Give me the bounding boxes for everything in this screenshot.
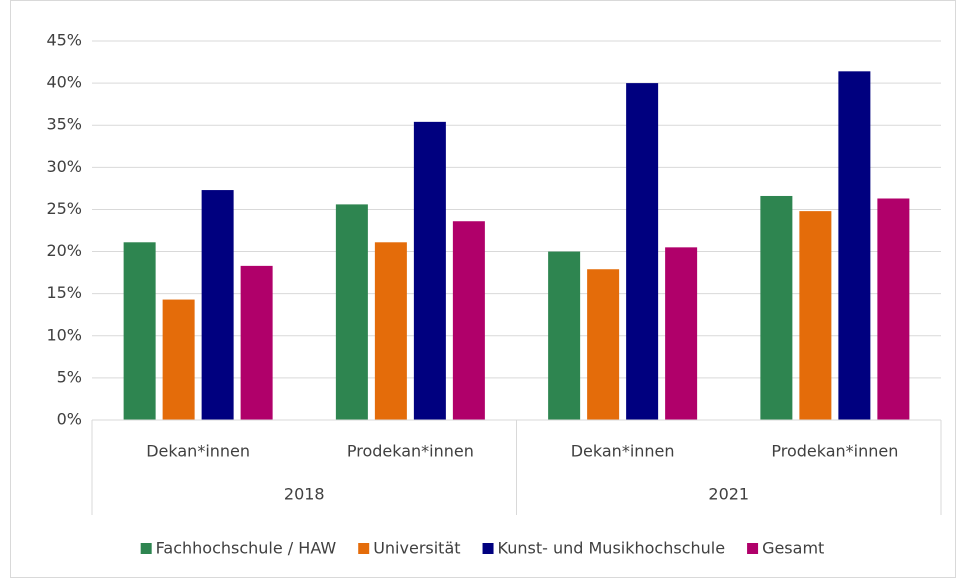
legend-label: Universität	[373, 539, 460, 558]
y-tick-label: 25%	[46, 199, 82, 218]
legend-label: Gesamt	[762, 539, 824, 558]
y-tick-label: 30%	[46, 157, 82, 176]
group-label: 2018	[284, 485, 325, 504]
y-tick-label: 35%	[46, 115, 82, 134]
y-tick-label: 20%	[46, 241, 82, 260]
y-tick-label: 0%	[57, 410, 82, 429]
bar	[201, 190, 234, 420]
y-tick-label: 10%	[46, 325, 82, 344]
bar	[548, 251, 581, 420]
legend-label: Fachhochschule / HAW	[156, 539, 337, 558]
legend-label: Kunst- und Musikhochschule	[498, 539, 726, 558]
bar	[626, 83, 659, 420]
bar	[760, 195, 793, 420]
bar	[123, 242, 156, 420]
legend-swatch	[358, 543, 370, 554]
y-tick-label: 15%	[46, 283, 82, 302]
y-tick-label: 5%	[57, 367, 82, 386]
y-tick-label: 45%	[46, 31, 82, 50]
x-tick-label: Prodekan*innen	[771, 442, 898, 461]
x-tick-label: Dekan*innen	[146, 442, 250, 461]
bar	[374, 242, 407, 420]
y-tick-label: 40%	[46, 73, 82, 92]
x-tick-label: Prodekan*innen	[347, 442, 474, 461]
bar	[799, 211, 832, 420]
bar	[162, 299, 195, 420]
bar	[665, 247, 698, 420]
group-label: 2021	[708, 485, 749, 504]
bar	[838, 71, 871, 420]
bar	[240, 265, 273, 420]
legend-swatch	[747, 543, 759, 554]
bar	[413, 121, 446, 420]
bar	[335, 204, 368, 420]
bar	[452, 221, 485, 420]
x-tick-label: Dekan*innen	[571, 442, 675, 461]
legend-swatch	[140, 543, 152, 554]
legend-swatch	[482, 543, 494, 554]
bar	[587, 269, 620, 420]
bar	[877, 198, 910, 420]
